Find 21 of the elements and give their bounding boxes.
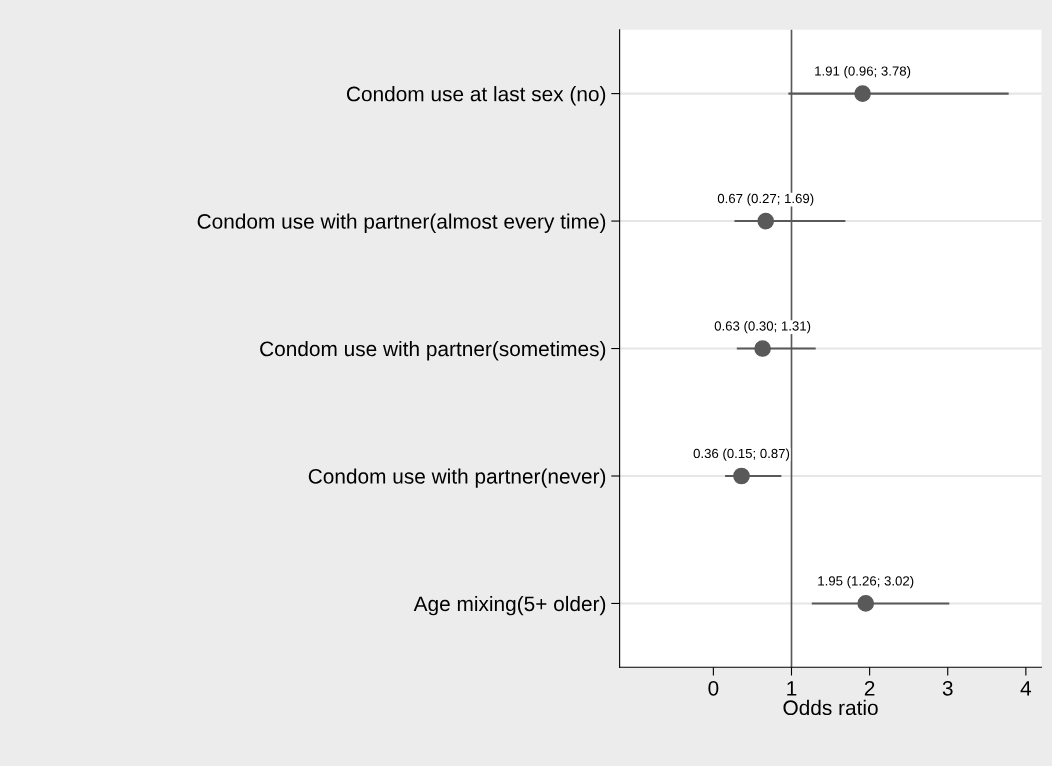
point [757,212,775,230]
y-tick-label: Age mixing(5+ older) [413,595,606,616]
y-tick-label: Condom use with partner(sometimes) [260,340,606,361]
y-tick-label: Condom use at last sex (no) [346,86,606,106]
x-tick-label: 1 [787,681,797,696]
data-label: 0.63 (0.30; 1.31) [714,320,811,334]
point [854,85,871,102]
y-tick-label: Condom use with partner(almost every time) [197,213,606,233]
point [857,595,875,612]
y-tick-label: Condom use with partner(never) [308,468,606,488]
data-label: 1.91 (0.96; 3.78) [815,66,911,79]
data-label: 1.95 (1.26; 3.02) [818,575,914,589]
point [754,340,771,357]
x-axis-title: Odds ratio [783,699,878,716]
data-label: 0.67 (0.27; 1.69) [717,193,814,206]
data-label: 0.36 (0.15; 0.87) [693,448,790,461]
x-tick-label: 4 [1020,681,1032,696]
x-tick-label: 3 [942,680,953,696]
point [733,467,750,485]
x-tick-label: 2 [864,680,875,696]
x-tick-label: 0 [708,680,719,696]
